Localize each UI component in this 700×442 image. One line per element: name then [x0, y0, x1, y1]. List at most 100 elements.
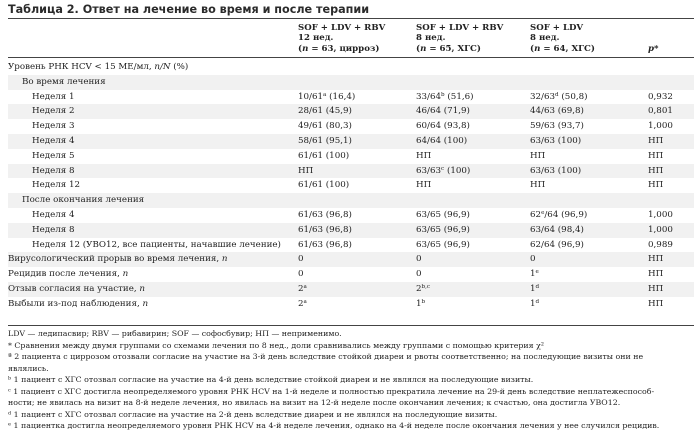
cell-sof-ldv-8: 63/63 (100) — [530, 136, 582, 146]
row-label: Неделя 8 — [32, 224, 75, 235]
header-col-sof-ldv-rbv-8: SOF + LDV + RBV 8 нед. (n = 65, ХГС) — [416, 23, 504, 54]
row-label: Вирусологический прорыв во время лечения… — [8, 254, 228, 265]
table-row: Выбыли из-под наблюдения, n 2a 1b 1d НП — [8, 297, 694, 312]
cell-sof-ldv-8: 32/63d (50,8) — [530, 91, 588, 102]
row-label: Рецидив после лечения, n — [8, 269, 129, 280]
cell-sof-ldv-rbv-8: НП — [416, 150, 432, 161]
footnote-line: * Сравнения между двумя группами со схем… — [8, 340, 544, 350]
cell-sof-ldv-rbv-12: 2a — [298, 284, 307, 294]
table-bottom-rule — [8, 325, 694, 326]
cell-sof-ldv-8: НП — [530, 180, 546, 191]
table-row: Вирусологический прорыв во время лечения… — [8, 252, 694, 268]
footnote-line: ᶜ 1 пациент с ХГС достигла неопределяемо… — [8, 386, 655, 396]
cell-sof-ldv-rbv-8: 1b — [416, 298, 426, 309]
cell-sof-ldv-rbv-8: НП — [416, 180, 432, 191]
header-col2-n: (n = 65, ХГС) — [416, 43, 481, 54]
cell-p-value: 0,801 — [648, 106, 673, 117]
cell-sof-ldv-rbv-12: 2a — [298, 298, 307, 309]
cell-p-value: НП — [648, 254, 664, 265]
table-row: Неделя 5 61/61 (100) НП НП НП — [8, 149, 694, 164]
footnote-line: ᵇ 1 пациент с ХГС отозвал согласие на уч… — [8, 375, 534, 384]
cell-p-value: НП — [648, 180, 664, 191]
row-label: Отзыв согласия на участие, n — [8, 284, 145, 294]
row-label: Неделя 2 — [32, 106, 75, 117]
cell-sof-ldv-8: 62e/64 (96,9) — [530, 210, 588, 220]
cell-sof-ldv-8: 63/64 (98,4) — [530, 224, 584, 235]
cell-sof-ldv-8: 44/63 (69,8) — [530, 106, 584, 117]
cell-sof-ldv-rbv-12: 61/61 (100) — [298, 180, 350, 191]
header-col3-n: (n = 64, ХГС) — [530, 43, 595, 54]
footnote-line: ª 2 пациента с циррозом отозвали согласи… — [8, 352, 644, 361]
row-label: Неделя 3 — [32, 121, 75, 132]
cell-sof-ldv-rbv-8: 63/65 (96,9) — [416, 239, 470, 250]
row-label: Неделя 12 (УВО12, все пациенты, начавшие… — [32, 239, 281, 250]
table-row: Неделя 4 58/61 (95,1) 64/64 (100) 63/63 (10… — [8, 134, 694, 149]
cell-sof-ldv-8: 0 — [530, 254, 536, 265]
cell-sof-ldv-8: 1d — [530, 284, 540, 294]
cell-sof-ldv-rbv-12: НП — [298, 165, 314, 176]
header-rule — [8, 57, 694, 58]
table-row: Уровень РНК HCV < 15 МЕ/мл, n/N (%) — [8, 60, 694, 75]
cell-sof-ldv-rbv-8: 63/65 (96,9) — [416, 210, 470, 220]
header-col-p: p* — [648, 44, 659, 54]
table-row: Отзыв согласия на участие, n 2a 2b,c 1d НП — [8, 282, 694, 297]
cell-sof-ldv-rbv-12: 61/63 (96,8) — [298, 210, 352, 220]
cell-p-value: НП — [648, 298, 664, 309]
cell-sof-ldv-rbv-8: 63/65 (96,9) — [416, 224, 470, 235]
footnotes: LDV — ледипасвир; RBV — рибавирин; SOF —… — [8, 328, 696, 432]
row-label: Неделя 12 — [32, 180, 81, 191]
cell-sof-ldv-rbv-8: 2b,c — [416, 284, 431, 294]
table-row: Неделя 12 61/61 (100) НП НП НП — [8, 178, 694, 193]
table-top-rule — [8, 18, 694, 19]
cell-sof-ldv-8: 62/64 (96,9) — [530, 239, 584, 250]
cell-p-value: НП — [648, 150, 664, 161]
cell-p-value: НП — [648, 269, 664, 280]
footnote-line: являлись. — [8, 363, 49, 373]
table-row: Во время лечения — [8, 74, 694, 90]
cell-p-value: 1,000 — [648, 121, 673, 132]
table-row: Неделя 1 10/61a (16,4) 33/64b (51,6) 32/63d… — [8, 90, 694, 105]
cell-sof-ldv-rbv-12: 10/61a (16,4) — [298, 91, 356, 102]
cell-p-value: НП — [648, 136, 664, 146]
header-col-sof-ldv-rbv-12: SOF + LDV + RBV 12 нед. (n = 63, цирроз) — [298, 23, 386, 54]
table-row: Неделя 2 28/61 (45,9) 46/64 (71,9) 44/63 (6… — [8, 104, 694, 120]
cell-sof-ldv-8: 1d — [530, 298, 540, 309]
row-label: Выбыли из-под наблюдения, n — [8, 298, 149, 309]
cell-sof-ldv-rbv-12: 61/63 (96,8) — [298, 224, 352, 235]
cell-sof-ldv-8: НП — [530, 150, 546, 161]
footnote-line: ᵉ 1 пациентка достигла неопределяемого у… — [8, 421, 660, 430]
row-label: Неделя 4 — [32, 136, 75, 146]
table-row: Неделя 4 61/63 (96,8) 63/65 (96,9) 62e/64 (… — [8, 208, 694, 223]
cell-sof-ldv-rbv-8: 0 — [416, 254, 422, 265]
cell-p-value: 0,989 — [648, 239, 673, 250]
cell-sof-ldv-rbv-12: 61/63 (96,8) — [298, 239, 352, 250]
cell-sof-ldv-rbv-12: 61/61 (100) — [298, 150, 350, 161]
table-row: Неделя 8 НП 63/63c (100) 63/63 (100) НП — [8, 163, 694, 179]
cell-sof-ldv-rbv-12: 0 — [298, 254, 304, 265]
row-label: Уровень РНК HCV < 15 МЕ/мл, n/N (%) — [8, 62, 189, 72]
row-label: Неделя 1 — [32, 91, 75, 102]
cell-p-value: НП — [648, 165, 664, 176]
cell-sof-ldv-rbv-8: 64/64 (100) — [416, 136, 468, 146]
cell-sof-ldv-8: 63/63 (100) — [530, 165, 582, 176]
cell-sof-ldv-rbv-12: 58/61 (95,1) — [298, 136, 352, 146]
cell-p-value: НП — [648, 284, 664, 294]
cell-p-value: 0,932 — [648, 91, 673, 102]
cell-sof-ldv-rbv-8: 0 — [416, 269, 422, 280]
table-row: После окончания лечения — [8, 193, 694, 208]
footnote-line: LDV — ледипасвир; RBV — рибавирин; SOF —… — [8, 329, 342, 338]
cell-p-value: 1,000 — [648, 210, 673, 220]
table-row: Неделя 3 49/61 (80,3) 60/64 (93,8) 59/63 (9… — [8, 119, 694, 134]
cell-sof-ldv-rbv-8: 46/64 (71,9) — [416, 106, 470, 117]
table-row: Рецидив после лечения, n 0 0 1e НП — [8, 267, 694, 282]
cell-sof-ldv-rbv-8: 63/63c (100) — [416, 165, 471, 176]
cell-p-value: 1,000 — [648, 224, 673, 235]
cell-sof-ldv-rbv-8: 60/64 (93,8) — [416, 121, 470, 132]
table-row: Неделя 12 (УВО12, все пациенты, начавшие… — [8, 238, 694, 253]
table-row: Неделя 8 61/63 (96,8) 63/65 (96,9) 63/64 (9… — [8, 222, 694, 238]
header-col1-n: (n = 63, цирроз) — [298, 43, 380, 54]
cell-sof-ldv-rbv-8: 33/64b (51,6) — [416, 91, 474, 102]
cell-sof-ldv-rbv-12: 0 — [298, 269, 304, 280]
header-col-sof-ldv-8: SOF + LDV 8 нед. (n = 64, ХГС) — [530, 23, 595, 54]
